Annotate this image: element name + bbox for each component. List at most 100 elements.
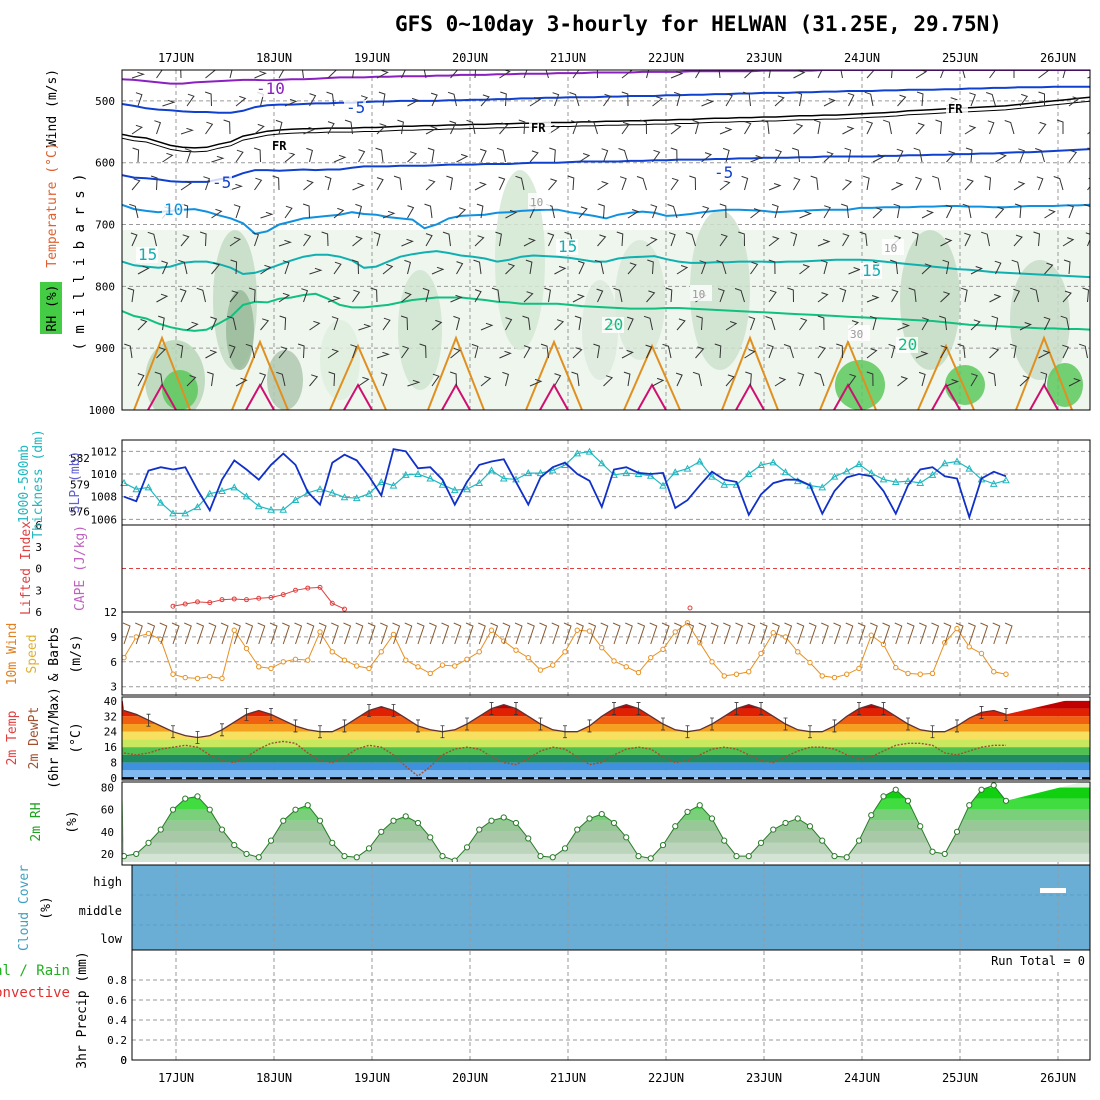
thickness-point xyxy=(524,469,533,477)
rh-point xyxy=(280,817,287,824)
wind-barb xyxy=(866,348,878,359)
temp2m-axis-title-2: 2m DewPt xyxy=(27,707,42,770)
contour-label-bg xyxy=(529,119,551,135)
wind-barb xyxy=(970,373,978,387)
lifted-index-point xyxy=(244,597,249,603)
wind-barb xyxy=(430,92,438,107)
wind-barb xyxy=(376,351,391,359)
wind-barb xyxy=(692,371,702,387)
wind-barb xyxy=(939,315,947,331)
rh-point xyxy=(463,844,471,851)
wind-barb xyxy=(799,264,811,275)
contour-label-bg xyxy=(210,175,232,191)
thickness-point xyxy=(916,478,925,486)
wind-speed-point xyxy=(390,631,397,638)
thickness-point xyxy=(1002,476,1010,484)
wind-barb xyxy=(670,71,684,79)
minmax-bar xyxy=(538,717,543,731)
freezing-level-line xyxy=(122,100,1090,153)
wind-barb-10m xyxy=(502,622,511,645)
wind-barb xyxy=(302,203,310,219)
slp-tick-label: 1008 xyxy=(91,491,118,504)
wind-barb xyxy=(839,287,847,303)
wind-speed-point xyxy=(795,649,801,655)
wind-barb xyxy=(676,265,689,275)
rh-shade-region xyxy=(162,370,198,410)
wind-barb xyxy=(621,70,633,79)
wind-barb xyxy=(1053,176,1064,191)
rh-point xyxy=(868,812,875,819)
rh-point xyxy=(757,839,765,846)
slp-line xyxy=(123,448,1007,521)
wind-barb xyxy=(932,175,941,191)
wind-barb xyxy=(1013,234,1023,247)
wind-barb xyxy=(986,92,996,107)
wind-barb xyxy=(872,207,883,219)
wind-barb xyxy=(1013,288,1021,303)
rh-point xyxy=(941,850,948,858)
wind-barb-10m xyxy=(429,622,437,645)
wind-barb xyxy=(404,259,411,275)
wind-barb xyxy=(282,260,290,275)
chart-title: GFS 0~10day 3-hourly for HELWAN (31.25E,… xyxy=(395,12,1002,36)
wind-barb xyxy=(393,175,402,191)
wind-barb xyxy=(1019,375,1030,387)
rh-point xyxy=(721,837,728,844)
rh-point xyxy=(414,819,422,827)
wind-barb xyxy=(891,182,904,191)
wind-barb xyxy=(352,235,363,247)
lifted-index-point xyxy=(687,605,693,611)
wind-barb xyxy=(650,204,658,219)
minmax-bar xyxy=(881,702,886,715)
wind-barb-10m xyxy=(759,622,768,645)
wind-barb xyxy=(253,147,261,163)
minmax-bar xyxy=(612,702,616,715)
wind-barb-10m xyxy=(404,622,413,645)
wind-barb xyxy=(540,343,549,359)
minmax-bar xyxy=(244,707,249,721)
thickness-point xyxy=(965,464,974,472)
rh-point xyxy=(537,853,544,860)
lifted-index-point xyxy=(305,585,311,591)
wind-barb xyxy=(820,259,828,275)
rh-point xyxy=(194,793,201,800)
wind-barb xyxy=(301,288,309,303)
wind-barb xyxy=(233,204,241,219)
wind-barb xyxy=(351,259,359,275)
minmax-bar xyxy=(685,725,690,739)
bottom-date-label: 17JUN xyxy=(158,1071,194,1085)
rh-point xyxy=(365,845,373,852)
wind-barb xyxy=(352,70,355,79)
minmax-bar xyxy=(857,702,861,715)
wind-barb xyxy=(652,96,664,107)
contour-label-bg xyxy=(602,317,624,333)
wind-barb xyxy=(603,93,612,107)
rh-point xyxy=(402,813,409,820)
wind-barb xyxy=(621,349,634,359)
wind-barb-10m xyxy=(159,622,168,645)
temperature-contour-30 xyxy=(721,335,779,410)
wind-barb xyxy=(1040,371,1048,387)
thickness-point xyxy=(426,474,435,482)
wind-barb xyxy=(603,375,614,387)
wind-speed-point xyxy=(758,650,764,657)
wind-barb xyxy=(515,175,525,191)
wind-barb xyxy=(156,293,169,303)
rh-point xyxy=(292,806,299,813)
wind-barb xyxy=(205,349,218,359)
minmax-bar xyxy=(734,702,739,715)
wind-barb xyxy=(940,70,945,79)
wind-barb xyxy=(352,182,365,191)
minmax-bar xyxy=(391,704,396,717)
wind-speed-point xyxy=(341,657,348,663)
rh-point xyxy=(267,837,275,844)
rh-point xyxy=(843,854,850,861)
wind-barb xyxy=(799,317,808,331)
wind-barb xyxy=(502,371,509,387)
wind-barb-10m xyxy=(845,622,854,645)
wind-barb xyxy=(793,177,801,191)
rh-point xyxy=(549,854,556,861)
wind-barb-10m xyxy=(723,622,731,645)
wind-barb xyxy=(643,315,653,331)
panel-frames xyxy=(121,69,1091,1061)
